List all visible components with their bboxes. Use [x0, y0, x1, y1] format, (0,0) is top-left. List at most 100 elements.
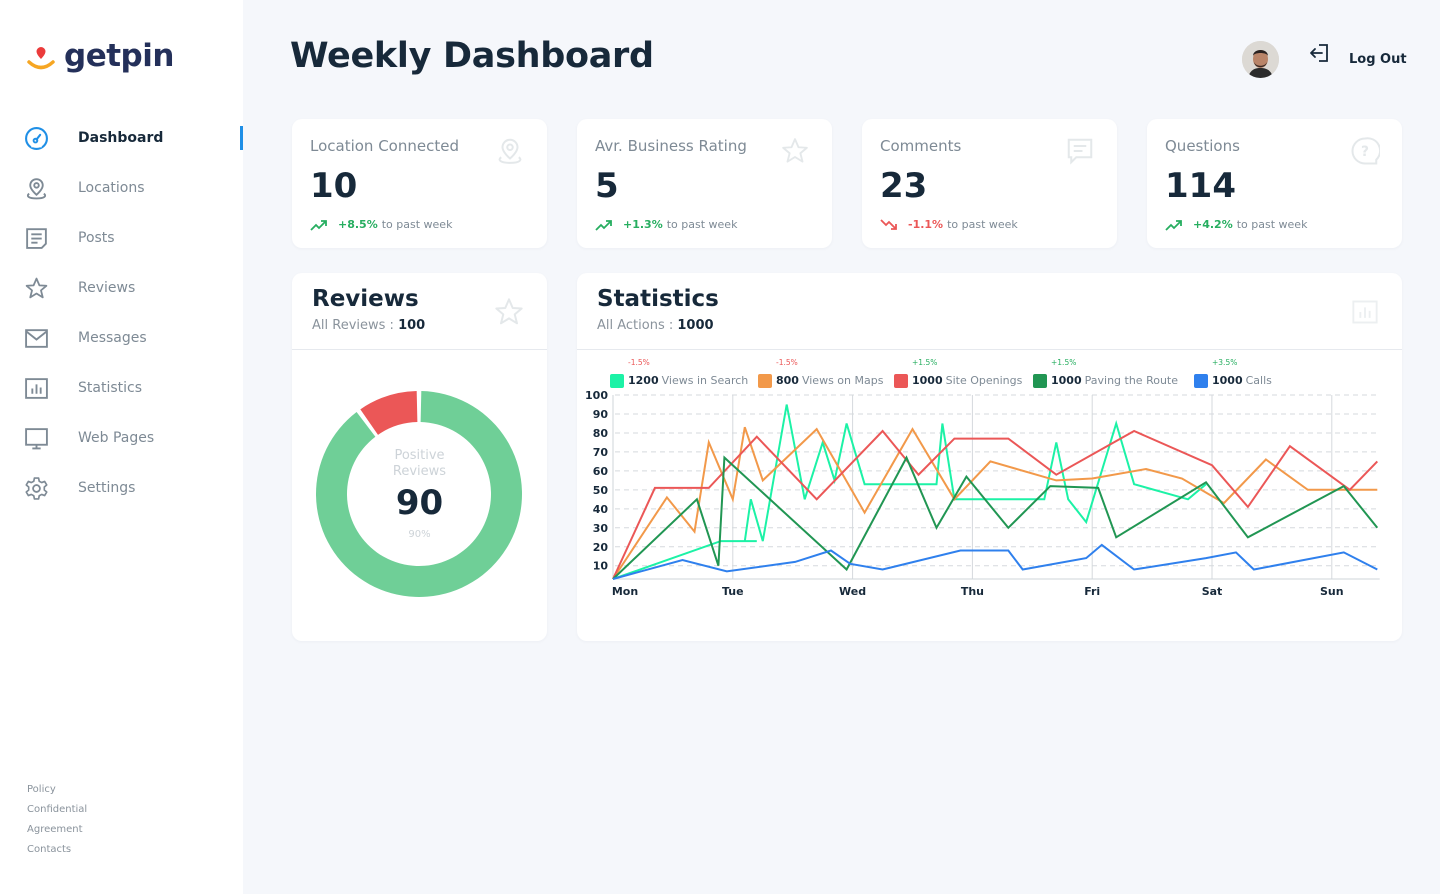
- kpi-title: Questions: [1165, 137, 1240, 155]
- legend-change: +1.5%: [912, 358, 938, 367]
- legend-swatch: [894, 373, 908, 388]
- legend-total: 1000: [1212, 374, 1243, 387]
- legend-item-site-openings[interactable]: +1.5% 1000 Site Openings: [894, 357, 1022, 391]
- sidebar-item-label: Messages: [78, 330, 147, 346]
- donut-percent: 90%: [408, 529, 431, 540]
- legend-change: -1.5%: [628, 358, 650, 367]
- kpi-card-comments[interactable]: Comments 23 -1.1% to past week: [862, 119, 1117, 248]
- x-tick-label: Wed: [839, 585, 866, 598]
- y-tick-label: 90: [593, 408, 609, 421]
- series-line-calls[interactable]: [612, 543, 1378, 580]
- x-tick-label: Sun: [1320, 585, 1344, 598]
- logout-icon[interactable]: [1309, 43, 1331, 63]
- legend-item-calls[interactable]: +3.5% 1000 Calls: [1194, 357, 1272, 391]
- sidebar-item-messages[interactable]: Messages: [0, 313, 243, 363]
- kpi-title: Comments: [880, 137, 962, 155]
- legend-name: Site Openings: [945, 374, 1023, 387]
- kpi-change: +8.5%: [338, 218, 378, 231]
- agreement-link[interactable]: Agreement: [27, 824, 83, 835]
- footer-links: Policy Confidential Agreement Contacts: [27, 783, 87, 863]
- avatar[interactable]: [1242, 41, 1279, 78]
- series-line-views-in-search[interactable]: [612, 404, 1207, 580]
- legend-total: 800: [776, 374, 799, 387]
- y-tick-label: 60: [593, 465, 609, 478]
- legend-change: +1.5%: [1051, 358, 1077, 367]
- legend-name: Calls: [1245, 374, 1272, 387]
- sidebar-item-settings[interactable]: Settings: [0, 463, 243, 513]
- sidebar-item-label: Posts: [78, 230, 115, 246]
- legend-label: 1000 Paving the Route: [1051, 374, 1178, 387]
- divider: [292, 349, 547, 350]
- legend-name: Views on Maps: [801, 374, 884, 387]
- policy-link[interactable]: Policy: [27, 784, 56, 795]
- logo[interactable]: getpin: [26, 38, 174, 74]
- sidebar-item-statistics[interactable]: Statistics: [0, 363, 243, 413]
- sidebar-item-web-pages[interactable]: Web Pages: [0, 413, 243, 463]
- x-tick-label: Fri: [1084, 585, 1100, 598]
- legend-item-views-on-maps[interactable]: -1.5% 800 Views on Maps: [758, 357, 883, 391]
- legend-swatch: [1033, 373, 1047, 388]
- legend-label: 1000 Calls: [1212, 374, 1272, 387]
- legend-name: Paving the Route: [1084, 374, 1179, 387]
- donut-slice-positive[interactable]: [316, 391, 522, 597]
- legend-swatch: [610, 373, 624, 388]
- legend-total: 1200: [628, 374, 659, 387]
- kpi-trend: +1.3% to past week: [595, 218, 737, 231]
- kpi-card-business-rating[interactable]: Avr. Business Rating 5 +1.3% to past wee…: [577, 119, 832, 248]
- y-tick-label: 100: [585, 389, 608, 402]
- kpi-value: 114: [1165, 166, 1236, 206]
- sidebar-item-label: Dashboard: [78, 130, 164, 146]
- reviews-donut-chart: [316, 391, 522, 597]
- question-bubble-icon: ?: [1351, 137, 1380, 165]
- legend-label: 800 Views on Maps: [776, 374, 883, 387]
- kpi-change-suffix: to past week: [666, 218, 738, 231]
- bar-chart-icon: [25, 378, 48, 399]
- location-pin-icon: [498, 138, 522, 164]
- kpi-trend: +4.2% to past week: [1165, 218, 1307, 231]
- kpi-value: 10: [310, 166, 358, 206]
- legend-item-views-in-search[interactable]: -1.5% 1200 Views in Search: [610, 357, 748, 391]
- legend-swatch: [1194, 373, 1208, 388]
- reviews-title: Reviews: [312, 286, 419, 312]
- y-tick-label: 30: [593, 522, 609, 535]
- sidebar-item-label: Locations: [78, 180, 145, 196]
- kpi-card-questions[interactable]: Questions ? 114 +4.2% to past week: [1147, 119, 1402, 248]
- sidebar: getpin Dashboard Locations Posts Reviews…: [0, 0, 243, 894]
- legend-change: -1.5%: [776, 358, 798, 367]
- y-tick-label: 40: [593, 503, 609, 516]
- kpi-title: Avr. Business Rating: [595, 137, 747, 155]
- brand-name: getpin: [64, 38, 174, 74]
- series-line-paving-the-route[interactable]: [612, 455, 1379, 580]
- y-tick-label: 20: [593, 541, 609, 554]
- gauge-icon: [25, 127, 48, 150]
- kpi-change: +1.3%: [623, 218, 663, 231]
- statistics-subtitle-label: All Actions :: [597, 318, 674, 333]
- document-icon: [26, 228, 47, 249]
- y-tick-label: 70: [593, 446, 609, 459]
- location-pin-icon: [26, 178, 47, 200]
- y-tick-label: 50: [593, 484, 609, 497]
- sidebar-item-reviews[interactable]: Reviews: [0, 263, 243, 313]
- sidebar-item-label: Web Pages: [78, 430, 155, 446]
- legend-item-paving-the-route[interactable]: +1.5% 1000 Paving the Route: [1033, 357, 1178, 391]
- statistics-title: Statistics: [597, 286, 719, 312]
- kpi-change: -1.1%: [908, 218, 944, 231]
- legend-name: Views in Search: [661, 374, 749, 387]
- sidebar-item-dashboard[interactable]: Dashboard: [0, 113, 243, 163]
- sidebar-item-locations[interactable]: Locations: [0, 163, 243, 213]
- y-tick-label: 10: [593, 560, 609, 573]
- contacts-link[interactable]: Contacts: [27, 844, 72, 855]
- kpi-card-location-connected[interactable]: Location Connected 10 +8.5% to past week: [292, 119, 547, 248]
- kpi-change-suffix: to past week: [947, 218, 1018, 231]
- legend-swatch: [758, 373, 772, 388]
- trend-up-icon: [595, 219, 612, 231]
- logout-button[interactable]: Log Out: [1349, 52, 1407, 67]
- trend-down-icon: [880, 218, 897, 230]
- donut-slice-negative[interactable]: [360, 391, 418, 435]
- confidential-link[interactable]: Confidential: [27, 804, 88, 815]
- series-line-site-openings[interactable]: [612, 429, 1379, 580]
- series-line-views-on-maps[interactable]: [612, 426, 1378, 580]
- star-icon: [495, 298, 523, 325]
- sidebar-item-posts[interactable]: Posts: [0, 213, 243, 263]
- reviews-subtitle: All Reviews : 100: [312, 318, 425, 333]
